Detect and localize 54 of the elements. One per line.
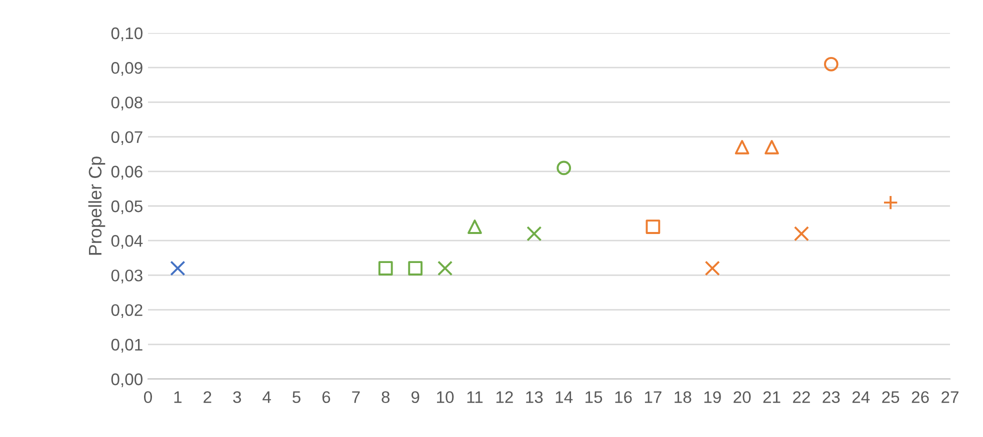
point <box>526 226 542 242</box>
x-tick-label: 20 <box>734 391 751 404</box>
x-tick-label: 2 <box>204 391 212 403</box>
point <box>468 220 482 234</box>
x-tick-label: 6 <box>322 391 330 404</box>
point <box>824 56 838 72</box>
point <box>646 220 660 234</box>
y-tick-label: 0,03 <box>111 270 142 284</box>
y-axis-title: Propeller Cp <box>88 156 106 255</box>
y-tick-label: 0,04 <box>111 235 143 249</box>
point <box>794 226 810 242</box>
point <box>556 160 572 176</box>
point <box>704 260 720 276</box>
x-tick-label: 7 <box>352 391 360 403</box>
y-tick-label: 0,02 <box>111 304 142 318</box>
point <box>764 140 779 154</box>
x-tick-label: 14 <box>556 391 573 403</box>
y-tick-label: 0,05 <box>111 200 142 214</box>
x-tick-label: 10 <box>437 391 454 404</box>
point <box>170 260 186 276</box>
x-tick-label: 23 <box>822 391 840 404</box>
y-tick-label: 0,07 <box>111 131 142 145</box>
x-tick-label: 26 <box>912 391 929 404</box>
y-tick-label: 0,08 <box>111 96 142 110</box>
y-tick-label: 0,06 <box>111 166 142 180</box>
point <box>378 261 393 276</box>
x-tick-label: 24 <box>852 391 870 403</box>
y-tick-label: 0,00 <box>111 373 142 388</box>
x-tick-label: 25 <box>882 391 900 404</box>
point <box>883 194 898 210</box>
x-tick-label: 5 <box>292 391 300 404</box>
y-tick-label: 0,01 <box>111 338 142 353</box>
x-tick-label: 0 <box>144 391 152 404</box>
x-tick-label: 17 <box>644 391 662 403</box>
x-tick-label: 22 <box>793 391 810 403</box>
x-tick-label: 19 <box>704 391 721 404</box>
x-tick-label: 18 <box>674 391 692 404</box>
x-tick-label: 21 <box>763 391 780 403</box>
x-tick-label: 11 <box>467 391 483 403</box>
x-tick-label: 27 <box>942 391 958 403</box>
x-tick-label: 16 <box>615 391 632 404</box>
point <box>734 140 750 154</box>
point <box>408 261 423 276</box>
x-tick-label: 13 <box>526 391 543 404</box>
x-tick-label: 12 <box>496 391 513 403</box>
y-tick-label: 0,09 <box>111 62 142 76</box>
x-tick-label: 9 <box>411 391 420 404</box>
x-tick-label: 3 <box>233 391 242 404</box>
x-tick-label: 8 <box>382 391 390 404</box>
y-tick-label: 0,10 <box>111 27 142 42</box>
x-tick-label: 4 <box>262 391 271 403</box>
x-tick-label: 15 <box>586 391 602 404</box>
point <box>437 260 453 276</box>
x-tick-label: 1 <box>174 391 182 403</box>
